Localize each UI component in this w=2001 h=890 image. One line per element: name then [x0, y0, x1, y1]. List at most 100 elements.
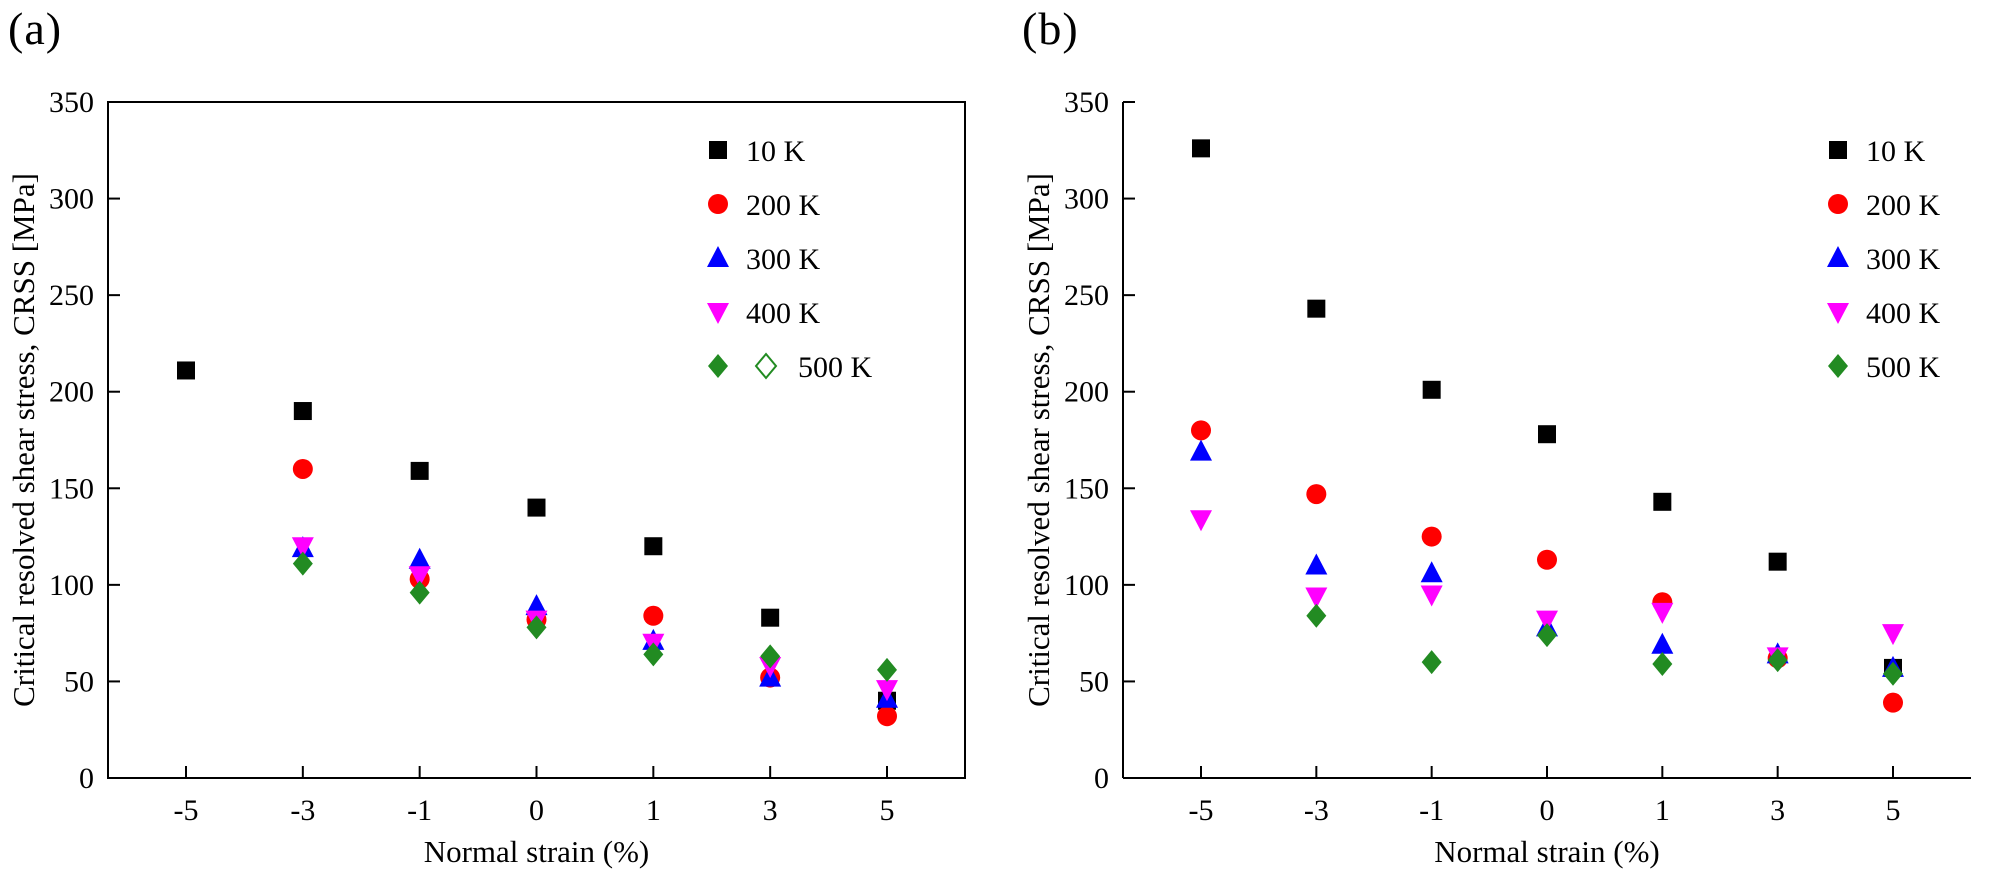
marker-diamond [1883, 661, 1903, 686]
marker-triangle-up [525, 594, 548, 616]
marker-square [1422, 380, 1441, 399]
panel-label-a: (a) [8, 3, 63, 54]
marker-triangle-down [291, 537, 314, 559]
marker-circle [1883, 692, 1903, 713]
y-tick-label: 50 [64, 665, 94, 698]
legend-label: 300 K [746, 243, 821, 276]
marker-diamond [877, 657, 897, 682]
legend-item: 10 K [1829, 135, 1926, 168]
marker-circle [1828, 194, 1848, 214]
legend-label: 500 K [798, 351, 873, 384]
x-axis-label: Normal strain (%) [424, 834, 650, 869]
marker-circle [1537, 549, 1557, 570]
marker-circle [1191, 420, 1211, 441]
legend-label: 10 K [746, 135, 806, 168]
marker-triangle-up [707, 246, 729, 267]
legend-label: 500 K [1866, 351, 1941, 384]
y-tick-label: 300 [49, 183, 94, 216]
x-tick-label: 3 [1770, 794, 1785, 827]
marker-triangle-down [1536, 610, 1558, 632]
marker-diamond [643, 642, 664, 667]
marker-circle [1421, 526, 1442, 547]
y-tick-label: 0 [79, 762, 94, 795]
marker-square [1829, 141, 1847, 159]
legend-item: 500 K [708, 351, 873, 384]
marker-triangle-up [1651, 632, 1674, 654]
marker-square [527, 498, 546, 517]
marker-square [293, 402, 312, 421]
y-tick-label: 250 [1064, 279, 1109, 312]
marker-diamond-open [754, 352, 778, 380]
marker-triangle-down [1827, 303, 1849, 324]
x-tick-label: -1 [1419, 794, 1444, 827]
marker-square [644, 537, 663, 556]
marker-triangle-up [1827, 246, 1849, 267]
panel-label-b: (b) [1022, 3, 1079, 54]
x-axis-label: Normal strain (%) [1434, 834, 1660, 869]
y-axis-label: Critical resolved shear stress, CRSS [MP… [6, 173, 41, 707]
x-tick-label: -3 [290, 794, 315, 827]
legend-label: 400 K [1866, 297, 1941, 330]
marker-diamond [1421, 650, 1442, 675]
x-tick-label: -3 [1304, 794, 1329, 827]
y-tick-label: 100 [1064, 569, 1109, 602]
marker-square [709, 141, 727, 159]
marker-triangle-down [876, 680, 898, 702]
marker-triangle-down [1190, 510, 1212, 532]
marker-diamond [708, 354, 728, 378]
marker-triangle-down [707, 303, 729, 324]
marker-diamond [292, 551, 313, 576]
marker-square [177, 361, 195, 380]
plot-frame [107, 101, 966, 779]
legend-item: 400 K [1827, 297, 1941, 330]
y-tick-label: 300 [1064, 183, 1109, 216]
legend-item: 10 K [709, 135, 806, 168]
marker-square [1192, 139, 1210, 158]
marker-diamond [526, 615, 547, 640]
x-tick-label: 5 [1886, 794, 1901, 827]
y-axis-label: Critical resolved shear stress, CRSS [MP… [1021, 173, 1056, 707]
marker-diamond [1767, 648, 1788, 673]
x-tick-label: -5 [174, 794, 199, 827]
chart-b: 0 50 100 150 200 250 300 350 -5 -3 -1 0 1 3 5 Normal st… [1021, 86, 1971, 869]
marker-circle [643, 605, 664, 626]
marker-square [761, 608, 780, 627]
marker-triangle-up [408, 547, 431, 569]
marker-circle [708, 194, 728, 214]
y-tick-label: 200 [49, 376, 94, 409]
y-tick-label: 50 [1079, 665, 1109, 698]
legend-item: 300 K [707, 243, 821, 276]
marker-square [1653, 492, 1672, 511]
marker-circle [1306, 484, 1327, 505]
y-tick-label: 100 [49, 569, 94, 602]
chart-a: 0 50 100 150 200 250 300 350 -5 -3 -1 0 1 3 5 Normal st… [6, 86, 966, 869]
x-tick-label: 1 [646, 794, 661, 827]
y-tick-label: 250 [49, 279, 94, 312]
marker-square [1538, 425, 1556, 444]
marker-triangle-down [408, 566, 431, 588]
marker-diamond [1828, 354, 1848, 378]
x-tick-label: -1 [407, 794, 432, 827]
legend-label: 300 K [1866, 243, 1941, 276]
marker-triangle-down [1305, 587, 1328, 609]
legend-item: 200 K [1828, 189, 1941, 222]
marker-triangle-up [1190, 439, 1212, 461]
marker-diamond [1652, 652, 1673, 677]
marker-triangle-down [1882, 624, 1904, 646]
legend-item: 500 K [1828, 351, 1941, 384]
marker-square [1768, 552, 1787, 571]
x-tick-label: 0 [529, 794, 544, 827]
x-tick-label: 1 [1655, 794, 1670, 827]
marker-diamond [1306, 603, 1327, 628]
marker-triangle-down [1420, 585, 1443, 607]
marker-square [410, 461, 429, 480]
y-tick-label: 350 [49, 86, 94, 119]
legend-item: 200 K [708, 189, 821, 222]
legend-item: 400 K [707, 297, 821, 330]
marker-triangle-up [1420, 561, 1443, 583]
marker-diamond [760, 644, 781, 669]
y-tick-label: 200 [1064, 376, 1109, 409]
legend-item: 300 K [1827, 243, 1941, 276]
marker-triangle-down [1651, 602, 1674, 624]
y-tick-label: 150 [1064, 472, 1109, 505]
